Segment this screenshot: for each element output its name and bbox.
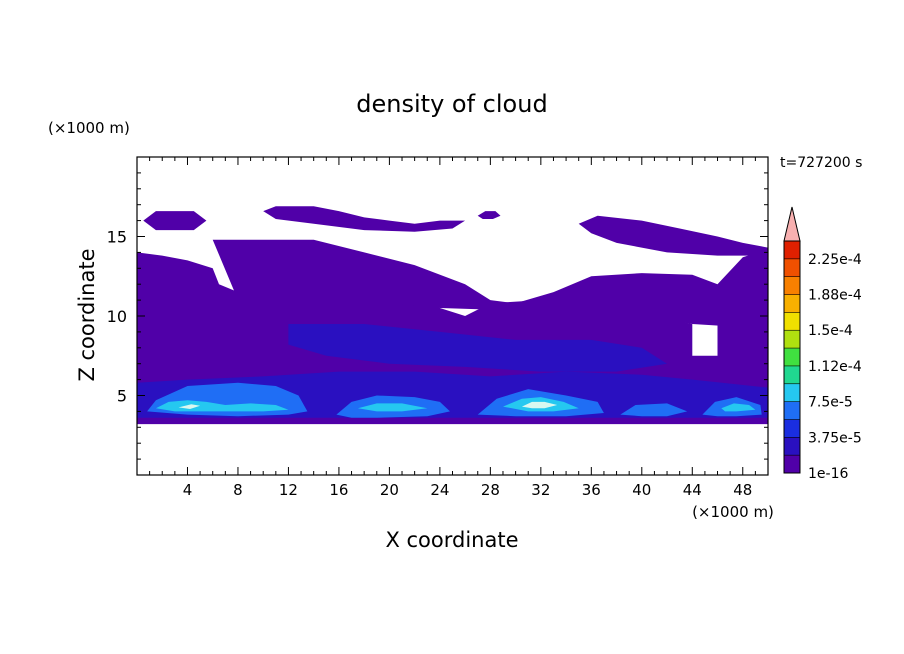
region-bright-core-2: [357, 403, 428, 412]
colorbar-swatch: [784, 312, 800, 331]
colorbar-swatch: [784, 348, 800, 367]
colorbar-swatch: [784, 330, 800, 349]
y-tick-label: 5: [117, 387, 127, 406]
colorbar-label: 1e-16: [808, 466, 848, 482]
x-tick-label: 8: [233, 481, 243, 499]
colorbar-label: 2.25e-4: [808, 252, 862, 268]
y-unit-label: (×1000 m): [48, 119, 130, 137]
y-tick-label: 15: [107, 228, 127, 247]
x-tick-label: 16: [329, 481, 348, 499]
x-tick-label: 36: [582, 481, 601, 499]
colorbar-swatch: [784, 419, 800, 438]
colorbar-label: 1.12e-4: [808, 359, 862, 375]
x-tick-label: 40: [632, 481, 651, 499]
colorbar-label: 7.5e-5: [808, 395, 853, 411]
colorbar-swatch: [784, 365, 800, 385]
region-upper-layer-mid: [212, 239, 768, 329]
region-top-patch-2: [263, 206, 466, 232]
colorbar-swatch: [784, 383, 800, 402]
colorbar-overflow-arrow: [783, 206, 801, 242]
colorbar-swatch: [784, 401, 800, 420]
region-bright-core-4: [721, 403, 756, 412]
colorbar-swatch: [784, 258, 800, 277]
region-upper-layer-left: [137, 252, 238, 313]
y-tick-label: 10: [107, 307, 127, 326]
cloud-density-field: [137, 206, 768, 425]
x-tick-label: 48: [733, 481, 752, 499]
colorbar-frame: [783, 240, 801, 474]
x-tick-label: 24: [430, 481, 449, 499]
x-tick-label: 4: [183, 481, 193, 499]
region-mid-dark-band-1: [288, 324, 667, 372]
chart-title: density of cloud: [356, 90, 547, 118]
colorbar-swatch: [784, 241, 800, 260]
colorbar-label: 1.88e-4: [808, 288, 862, 304]
region-blue-core-4: [620, 403, 688, 417]
colorbar-swatch: [784, 437, 800, 456]
region-top-patch-3: [477, 211, 501, 219]
region-top-patch-4: [578, 215, 768, 256]
x-tick-label: 32: [531, 481, 550, 499]
region-peak-core-2: [178, 404, 201, 409]
x-tick-label: 20: [380, 481, 399, 499]
y-axis-title: Z coordinate: [75, 248, 99, 381]
colorbar: 1e-16 3.75e-5 7.5e-5 1.12e-4 1.5e-4 1.88e-4 2.…: [783, 206, 862, 482]
colorbar-swatch: [784, 455, 800, 474]
x-tick-label: 28: [481, 481, 500, 499]
colorbar-label: 1.5e-4: [808, 323, 853, 339]
x-unit-label: (×1000 m): [692, 503, 774, 521]
colorbar-label: 3.75e-5: [808, 430, 862, 446]
x-tick-label: 44: [683, 481, 702, 499]
region-top-patch-1: [143, 211, 207, 231]
colorbar-swatch: [784, 276, 800, 295]
time-label: t=727200 s: [780, 155, 862, 171]
region-peak-core-1: [521, 401, 558, 409]
x-axis-title: X coordinate: [385, 528, 518, 552]
x-tick-label: 12: [279, 481, 298, 499]
colorbar-swatch: [784, 294, 800, 313]
